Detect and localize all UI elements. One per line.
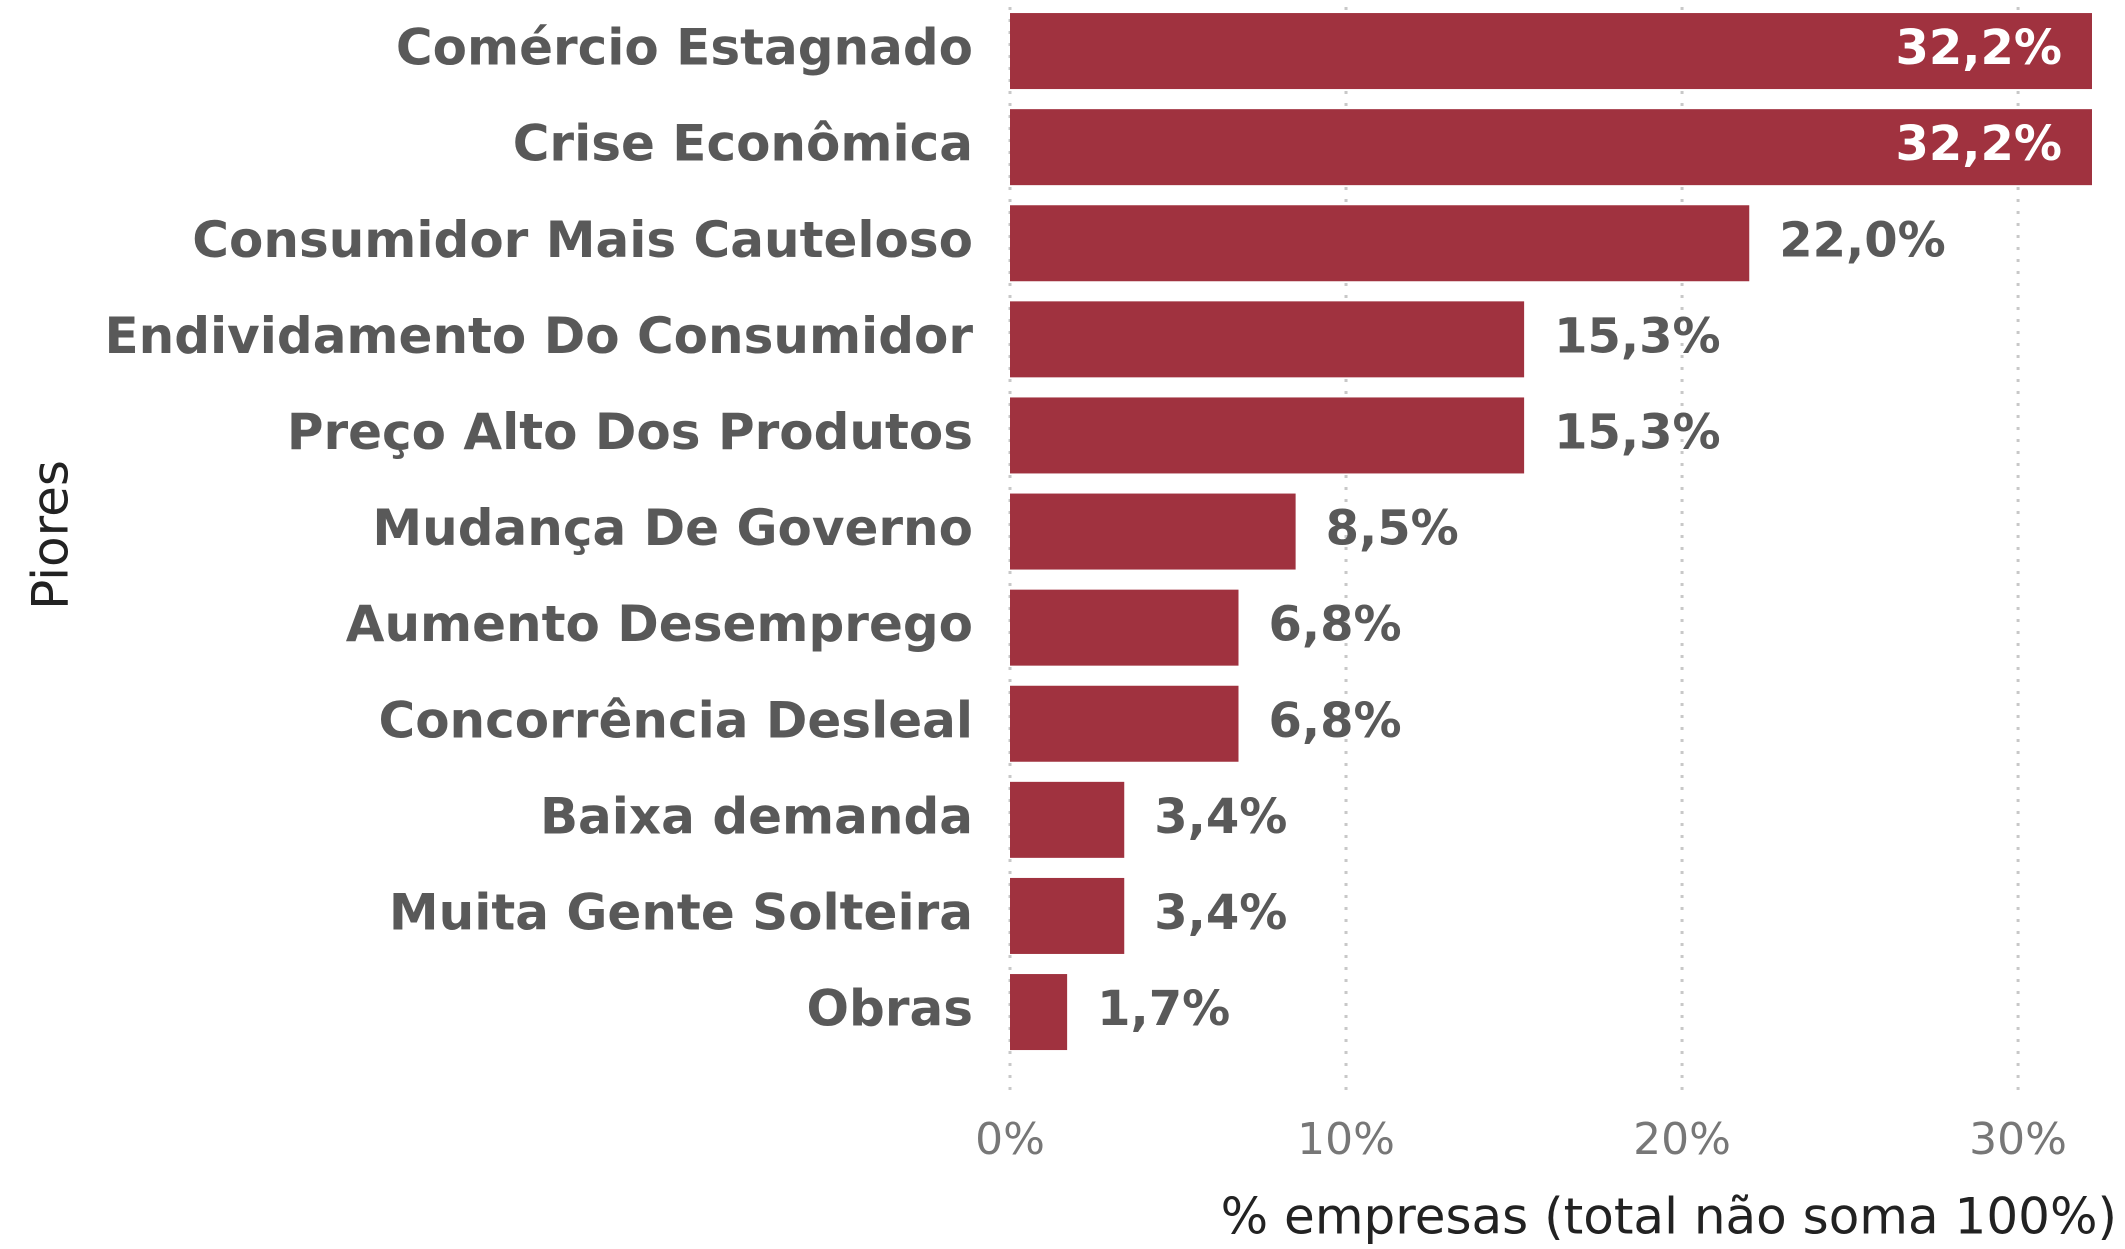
bar xyxy=(1010,877,1125,954)
bar xyxy=(1010,301,1525,378)
x-axis-title: % empresas (total não soma 100%) xyxy=(1221,1188,2117,1246)
y-axis-title: Piores xyxy=(22,460,80,610)
y-tick-label: Preço Alto Dos Produtos xyxy=(287,403,973,461)
bar xyxy=(1010,589,1239,666)
bar xyxy=(1010,13,2092,90)
y-tick-label: Comércio Estagnado xyxy=(396,19,973,77)
y-tick-label: Muita Gente Solteira xyxy=(389,883,973,941)
y-tick-label: Crise Econômica xyxy=(513,115,973,173)
bar xyxy=(1010,685,1239,762)
data-label: 32,2% xyxy=(1895,20,2062,76)
x-tick-label: 10% xyxy=(1297,1114,1395,1165)
data-label: 3,4% xyxy=(1154,885,1287,941)
x-tick-label: 30% xyxy=(1969,1114,2067,1165)
bar xyxy=(1010,781,1125,858)
bar xyxy=(1010,974,1068,1051)
y-tick-label: Concorrência Desleal xyxy=(379,691,973,749)
x-tick-label: 0% xyxy=(975,1114,1045,1165)
x-tick-label: 20% xyxy=(1633,1114,1731,1165)
bar xyxy=(1010,493,1296,570)
data-label: 6,8% xyxy=(1268,597,1401,653)
data-label: 15,3% xyxy=(1554,308,1721,364)
data-label: 15,3% xyxy=(1554,404,1721,460)
y-tick-label: Aumento Desemprego xyxy=(346,595,973,653)
bar xyxy=(1010,109,2092,186)
data-label: 6,8% xyxy=(1268,693,1401,749)
bar xyxy=(1010,205,1750,282)
y-tick-label: Mudança De Governo xyxy=(372,499,973,557)
data-label: 3,4% xyxy=(1154,789,1287,845)
data-label: 22,0% xyxy=(1779,212,1946,268)
data-label: 8,5% xyxy=(1326,501,1459,557)
data-label: 32,2% xyxy=(1895,116,2062,172)
y-tick-label: Baixa demanda xyxy=(540,787,973,845)
bar xyxy=(1010,397,1525,474)
y-tick-label: Consumidor Mais Cauteloso xyxy=(192,211,973,269)
data-label: 1,7% xyxy=(1097,981,1230,1037)
y-tick-label: Endividamento Do Consumidor xyxy=(104,307,973,365)
y-tick-label: Obras xyxy=(807,980,973,1038)
